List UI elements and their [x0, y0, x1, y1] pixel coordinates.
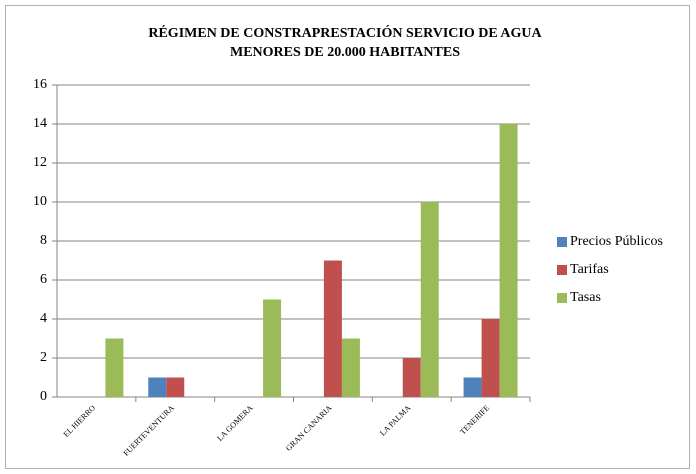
y-tick-label: 16 — [33, 77, 47, 92]
y-tick-label: 10 — [33, 194, 47, 209]
bar — [341, 338, 360, 397]
bar — [499, 124, 518, 397]
y-tick-label: 8 — [40, 233, 47, 248]
y-tick-label: 2 — [40, 350, 47, 365]
y-tick-label: 4 — [40, 311, 47, 326]
bar — [463, 377, 482, 397]
chart-title: RÉGIMEN DE CONSTRAPRESTACIÓN SERVICIO DE… — [148, 24, 542, 41]
legend-swatch — [557, 265, 567, 275]
bar — [420, 202, 439, 397]
y-tick-label: 12 — [33, 155, 47, 170]
bar — [105, 338, 124, 397]
bar — [323, 260, 342, 397]
bar — [148, 377, 167, 397]
y-tick-label: 0 — [40, 389, 47, 404]
y-tick-label: 6 — [40, 272, 47, 287]
bar — [402, 358, 421, 397]
legend-label: Tasas — [570, 290, 601, 305]
bar — [166, 377, 185, 397]
legend-label: Precios Públicos — [570, 234, 663, 249]
legend-swatch — [557, 237, 567, 247]
y-tick-label: 14 — [33, 116, 47, 131]
chart-title: MENORES DE 20.000 HABITANTES — [230, 45, 460, 60]
bar — [481, 319, 500, 397]
legend-swatch — [557, 293, 567, 303]
legend-label: Tarifas — [570, 262, 609, 277]
bar — [263, 299, 282, 397]
